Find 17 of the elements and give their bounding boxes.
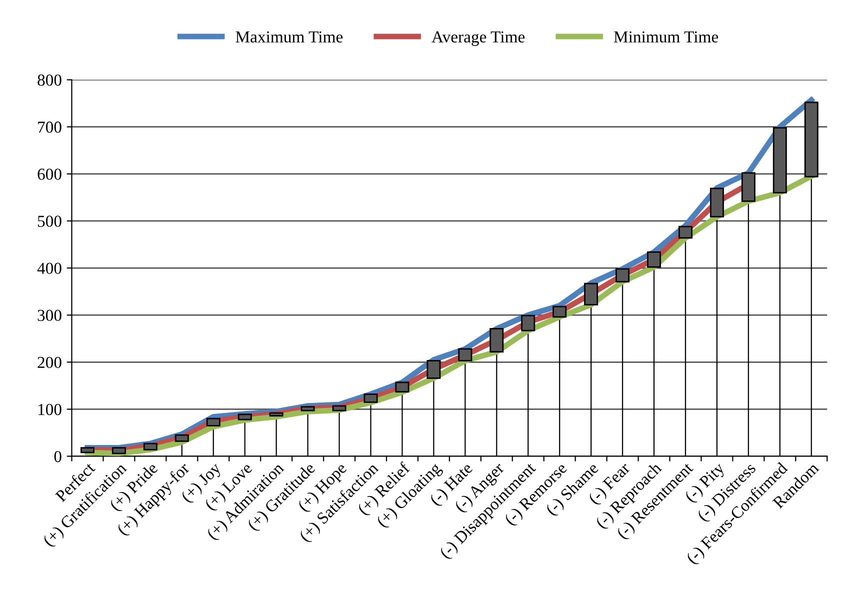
y-tick-label: 100 bbox=[38, 404, 62, 416]
candlestick bbox=[584, 282, 598, 306]
y-tick-label: 0 bbox=[54, 450, 62, 462]
candlestick bbox=[552, 306, 567, 318]
legend-label: Maximum Time bbox=[236, 31, 343, 43]
y-tick-label: 400 bbox=[37, 262, 62, 274]
y-tick-label: 800 bbox=[38, 74, 62, 86]
y-tick-label: 500 bbox=[38, 216, 62, 227]
legend-label: Average Time bbox=[432, 31, 525, 46]
legend-label: Minimum Time bbox=[614, 31, 718, 43]
candlestick bbox=[678, 226, 692, 239]
y-tick-label: 600 bbox=[38, 168, 62, 180]
y-tick-label: 700 bbox=[38, 122, 62, 133]
y-tick-label: 300 bbox=[38, 310, 62, 322]
candlestick bbox=[395, 382, 410, 392]
y-tick-label: 200 bbox=[38, 356, 62, 368]
candlestick bbox=[490, 328, 504, 352]
